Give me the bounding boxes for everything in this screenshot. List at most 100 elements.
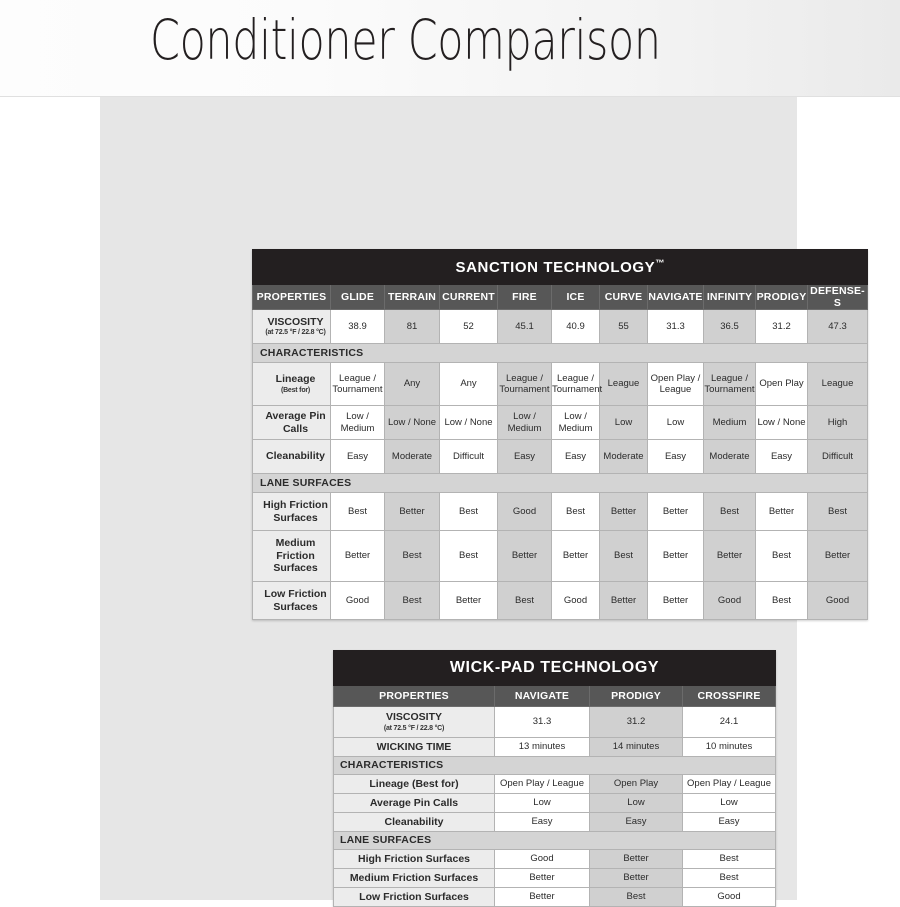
table-cell: 55 — [599, 309, 648, 344]
table-title-row: WICK-PAD TECHNOLOGY — [332, 650, 777, 686]
row-label: Medium Friction Surfaces — [333, 868, 495, 888]
table-cell: Better — [703, 530, 756, 582]
section-label: CHARACTERISTICS — [332, 756, 777, 775]
table-cell: 31.3 — [647, 309, 704, 344]
row-label: Low Friction Surfaces — [252, 581, 331, 620]
row-label: Cleanability — [333, 812, 495, 832]
table-cell: Open Play — [755, 362, 808, 406]
table-cell: Easy — [589, 812, 683, 832]
row-label: High Friction Surfaces — [252, 492, 331, 531]
column-header-ice: ICE — [551, 284, 600, 310]
table-cell: Moderate — [599, 439, 648, 474]
table-row: Average Pin Calls Low Low Low — [333, 793, 777, 813]
column-header-infinity: INFINITY — [703, 284, 756, 310]
table-cell: Best — [681, 849, 777, 869]
table-cell: Low / Medium — [551, 405, 600, 440]
column-header-row: PROPERTIES GLIDE TERRAIN CURRENT FIRE ICE CURV… — [252, 284, 869, 310]
table-cell: League / Tournament — [497, 362, 552, 406]
table-row: WICKING TIME 13 minutes 14 minutes 10 minut… — [333, 737, 777, 757]
table-cell: Better — [551, 530, 600, 582]
table-cell: 45.1 — [497, 309, 552, 344]
table-cell: 31.2 — [755, 309, 808, 344]
table-title-row: SANCTION TECHNOLOGY™ — [251, 249, 869, 285]
table-cell: High — [806, 405, 869, 440]
table-cell: Best — [551, 492, 600, 531]
table-row: Average Pin Calls Low / Medium Low / None L… — [252, 405, 869, 440]
row-label: Average Pin Calls — [252, 405, 331, 440]
table-cell: Better — [589, 868, 683, 888]
column-header-glide: GLIDE — [330, 284, 385, 310]
table-cell: Better — [647, 492, 704, 531]
table-cell: Better — [439, 581, 498, 620]
table-cell: 31.3 — [494, 706, 590, 738]
table-row: Low Friction Surfaces Better Best Good — [333, 887, 777, 907]
table-cell: League — [806, 362, 869, 406]
table-cell: Open Play — [589, 774, 683, 794]
table-row: Cleanability Easy Easy Easy — [333, 812, 777, 832]
column-header-properties: PROPERTIES — [333, 685, 495, 707]
section-label: LANE SURFACES — [332, 831, 777, 850]
column-header-current: CURRENT — [439, 284, 498, 310]
column-header-crossfire: CROSSFIRE — [681, 685, 777, 707]
table-cell: Good — [681, 887, 777, 907]
table-cell: Good — [494, 849, 590, 869]
table-cell: Best — [599, 530, 648, 582]
table-cell: Difficult — [439, 439, 498, 474]
table-cell: Low — [647, 405, 704, 440]
table-cell: Easy — [497, 439, 552, 474]
row-label: Cleanability — [252, 439, 331, 474]
table-row: Cleanability Easy Moderate Difficult Easy Eas… — [252, 439, 869, 474]
table-row: Lineage (Best for) Open Play / League Open… — [333, 774, 777, 794]
table-cell: Best — [589, 887, 683, 907]
table-cell: Best — [755, 530, 808, 582]
row-label: High Friction Surfaces — [333, 849, 495, 869]
column-header-curve: CURVE — [599, 284, 648, 310]
row-label: Low Friction Surfaces — [333, 887, 495, 907]
row-label: Medium Friction Surfaces — [252, 530, 331, 582]
table-row: VISCOSITY (at 72.5 °F / 22.8 °C) 31.3 31.2 2… — [333, 706, 777, 738]
table-cell: Best — [384, 581, 440, 620]
table-title: WICK-PAD TECHNOLOGY — [332, 650, 777, 686]
table-cell: Better — [494, 868, 590, 888]
trademark-symbol: ™ — [655, 258, 665, 268]
table-cell: Moderate — [384, 439, 440, 474]
table-title: SANCTION TECHNOLOGY™ — [251, 249, 869, 285]
table-cell: Better — [647, 530, 704, 582]
column-header-defense-s: DEFENSE-S — [806, 284, 869, 310]
table-cell: Good — [551, 581, 600, 620]
table-cell: Best — [439, 492, 498, 531]
table-cell: Better — [494, 887, 590, 907]
table-cell: Better — [497, 530, 552, 582]
table-cell: 81 — [384, 309, 440, 344]
table-cell: 14 minutes — [589, 737, 683, 757]
wick-pad-technology-table: WICK-PAD TECHNOLOGY PROPERTIES NAVIGATE PRO… — [332, 650, 777, 907]
header-band: Conditioner Comparison — [0, 0, 900, 97]
sanction-technology-table: SANCTION TECHNOLOGY™ PROPERTIES GLIDE TERRA… — [251, 249, 869, 620]
section-header-row: LANE SURFACES — [332, 831, 777, 850]
row-label: Average Pin Calls — [333, 793, 495, 813]
table-cell: Easy — [647, 439, 704, 474]
column-header-row: PROPERTIES NAVIGATE PRODIGY CROSSFIRE — [333, 685, 777, 707]
section-header-row: CHARACTERISTICS — [251, 343, 869, 363]
table-cell: Best — [330, 492, 385, 531]
table-cell: Better — [599, 492, 648, 531]
table-cell: 52 — [439, 309, 498, 344]
table-cell: Difficult — [806, 439, 869, 474]
column-header-fire: FIRE — [497, 284, 552, 310]
table-cell: League — [599, 362, 648, 406]
section-header-row: LANE SURFACES — [251, 473, 869, 493]
row-label: VISCOSITY (at 72.5 °F / 22.8 °C) — [333, 706, 495, 738]
table-cell: Open Play / League — [647, 362, 704, 406]
table-cell: Best — [806, 492, 869, 531]
table-cell: League / Tournament — [330, 362, 385, 406]
table-cell: Good — [330, 581, 385, 620]
table-cell: Medium — [703, 405, 756, 440]
table-cell: Better — [589, 849, 683, 869]
table-row: High Friction Surfaces Best Better Best Good… — [252, 492, 869, 531]
table-cell: Easy — [330, 439, 385, 474]
table-cell: 47.3 — [806, 309, 869, 344]
table-cell: League / Tournament — [703, 362, 756, 406]
column-header-properties: PROPERTIES — [252, 284, 331, 310]
table-cell: Better — [647, 581, 704, 620]
